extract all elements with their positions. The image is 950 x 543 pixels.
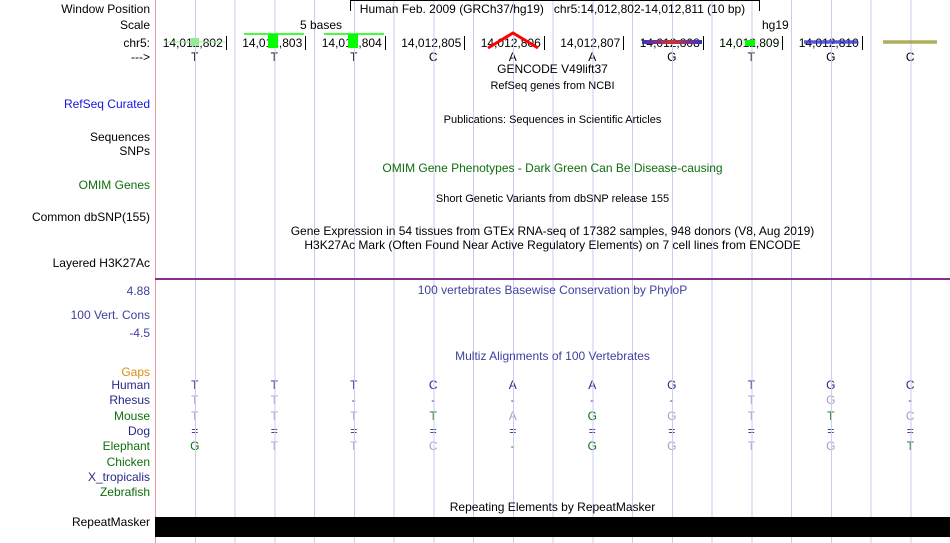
conservation-glyph	[319, 30, 389, 54]
vert-cons-track-label[interactable]: 100 Vert. Cons	[0, 308, 150, 322]
species-row-label-mouse[interactable]: Mouse	[0, 409, 150, 423]
refseq-curated-track-label[interactable]: RefSeq Curated	[0, 97, 150, 111]
conservation-glyph-track	[155, 0, 950, 70]
conservation-glyph	[637, 30, 707, 54]
conservation-glyph	[160, 30, 230, 54]
conservation-glyph	[239, 30, 309, 54]
layered-h3k27ac-track-label[interactable]: Layered H3K27Ac	[0, 256, 150, 270]
species-row-label-zebrafish[interactable]: Zebrafish	[0, 485, 150, 499]
arrow-label: --->	[0, 50, 150, 64]
species-row-label-elephant[interactable]: Elephant	[0, 439, 150, 453]
sequences-track-label[interactable]: Sequences	[0, 130, 150, 144]
scale-label: Scale	[0, 18, 150, 32]
dbsnp-header-label: Short Genetic Variants from dbSNP releas…	[155, 193, 950, 205]
phylop-min-label: -4.5	[0, 326, 150, 340]
phylop-header-label: 100 vertebrates Basewise Conservation by…	[155, 283, 950, 297]
species-row-label-rhesus[interactable]: Rhesus	[0, 393, 150, 407]
species-row-label-chicken[interactable]: Chicken	[0, 455, 150, 469]
species-row-label-dog[interactable]: Dog	[0, 424, 150, 438]
multiz-header-label: Multiz Alignments of 100 Vertebrates	[155, 349, 950, 363]
chr-label: chr5:	[0, 36, 150, 50]
repeatmasker-header-label: Repeating Elements by RepeatMasker	[155, 500, 950, 514]
common-dbsnp-track-label[interactable]: Common dbSNP(155)	[0, 210, 150, 224]
refseq-sub-label: RefSeq genes from NCBI	[155, 80, 950, 92]
species-row-label-human[interactable]: Human	[0, 378, 150, 392]
repeatmasker-track-label[interactable]: RepeatMasker	[0, 515, 150, 529]
repeatmasker-bar[interactable]	[155, 517, 950, 537]
conservation-glyph	[875, 30, 945, 54]
species-row-label-x_tropicalis[interactable]: X_tropicalis	[0, 470, 150, 484]
conservation-glyph	[478, 30, 548, 54]
conservation-glyph	[796, 30, 866, 54]
omim-header-label: OMIM Gene Phenotypes - Dark Green Can Be…	[155, 161, 950, 175]
h3k27ac-baseline	[155, 278, 950, 280]
publications-label: Publications: Sequences in Scientific Ar…	[155, 114, 950, 126]
genome-browser-view: Window Position Human Feb. 2009 (GRCh37/…	[0, 0, 950, 543]
gaps-row-label[interactable]: Gaps	[0, 365, 150, 379]
snps-track-label[interactable]: SNPs	[0, 144, 150, 158]
conservation-glyph	[716, 30, 786, 54]
window-position-label: Window Position	[0, 2, 150, 16]
omim-genes-track-label[interactable]: OMIM Genes	[0, 178, 150, 192]
phylop-max-label: 4.88	[0, 284, 150, 298]
h3k27ac-header-label: H3K27Ac Mark (Often Found Near Active Re…	[155, 238, 950, 252]
gtex-header-label: Gene Expression in 54 tissues from GTEx …	[155, 224, 950, 238]
